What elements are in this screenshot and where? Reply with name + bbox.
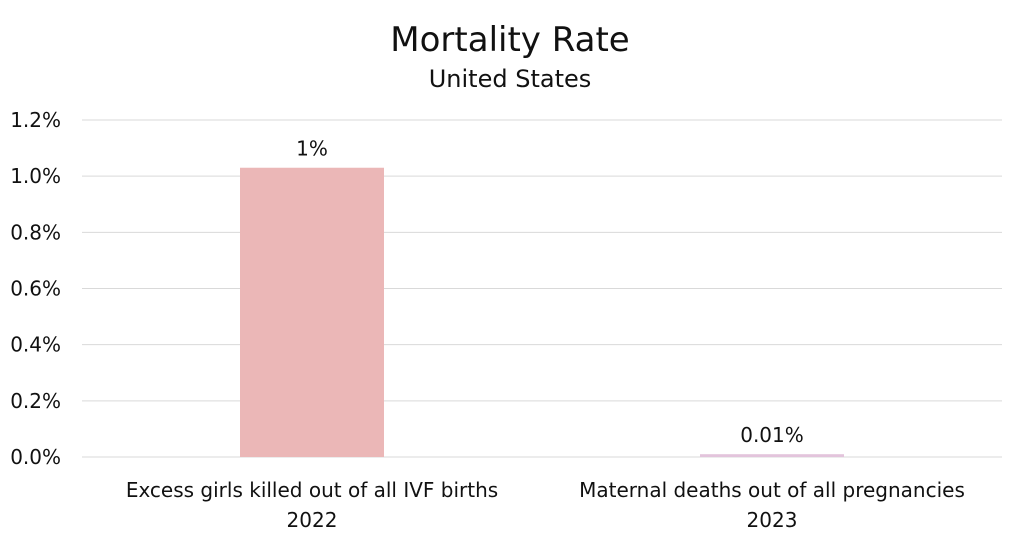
y-tick-label: 0.2% [10,389,61,413]
data-label: 1% [296,137,328,161]
data-labels: 1% 0.01% [296,137,804,447]
x-axis-categories: Excess girls killed out of all IVF birth… [126,478,965,532]
y-tick-label: 1.0% [10,164,61,188]
category-label: Maternal deaths out of all pregnancies [579,478,965,502]
chart-subtitle: United States [429,65,592,93]
bars [240,167,844,457]
category-label: 2022 [287,508,338,532]
chart-title: Mortality Rate [390,20,629,60]
bar [700,454,844,457]
y-axis-ticks: 0.0% 0.2% 0.4% 0.6% 0.8% 1.0% 1.2% [10,108,61,469]
y-tick-label: 0.4% [10,333,61,357]
category-label: 2023 [747,508,798,532]
y-tick-label: 0.6% [10,277,61,301]
data-label: 0.01% [740,423,804,447]
bar [240,167,384,457]
y-tick-label: 1.2% [10,108,61,132]
y-tick-label: 0.0% [10,445,61,469]
category-label: Excess girls killed out of all IVF birth… [126,478,498,502]
gridlines [82,119,1002,458]
y-tick-label: 0.8% [10,220,61,244]
